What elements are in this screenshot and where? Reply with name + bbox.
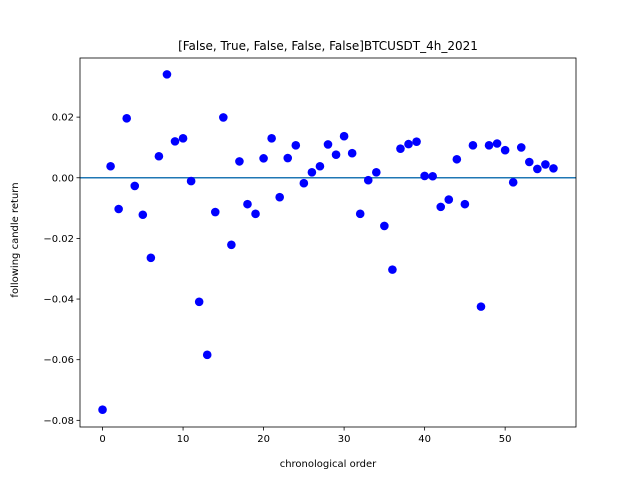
data-point (146, 253, 156, 263)
plot-area (80, 70, 576, 415)
data-point (380, 221, 389, 231)
data-point (460, 199, 470, 209)
data-point (162, 70, 172, 79)
x-tick-label: 30 (338, 434, 351, 445)
data-point (170, 137, 180, 146)
data-point (428, 171, 437, 181)
y-tick-label: 0.00 (52, 173, 74, 184)
x-axis-label: chronological order (280, 459, 377, 470)
data-point (516, 143, 526, 152)
data-point (235, 157, 244, 166)
data-point (194, 297, 204, 307)
data-point (388, 265, 397, 274)
data-point (138, 210, 148, 220)
data-point (355, 209, 365, 219)
y-tick-label: 0.02 (52, 113, 74, 124)
data-point (267, 134, 276, 143)
data-point (210, 207, 220, 217)
data-point (186, 176, 196, 186)
y-tick-label: −0.08 (43, 416, 74, 427)
data-point (347, 148, 357, 158)
data-point (404, 139, 413, 149)
data-point (243, 199, 252, 209)
x-tick-label: 20 (257, 434, 270, 445)
data-point (549, 164, 558, 173)
data-point (476, 302, 486, 311)
plot-frame (79, 57, 577, 428)
data-point (339, 131, 349, 141)
y-tick-label: −0.06 (43, 355, 74, 366)
axes: 0 10 20 30 40 50 −0.08 −0.06 −0.04 −0.02 0.00 0.02 (43, 57, 577, 445)
data-point (307, 168, 317, 177)
data-point (323, 140, 333, 149)
data-point (106, 161, 115, 171)
data-point (291, 141, 301, 150)
data-point (227, 240, 236, 250)
data-point (178, 134, 188, 143)
x-tick-label: 0 (99, 434, 105, 445)
data-point (122, 114, 132, 123)
data-point (98, 405, 107, 415)
data-point (114, 204, 123, 214)
chart-title: [False, True, False, False, False]BTCUSD… (178, 39, 478, 53)
data-point (219, 113, 228, 122)
data-point (315, 161, 325, 171)
y-tick-label: −0.04 (43, 295, 74, 306)
data-point (412, 137, 421, 146)
data-point (541, 160, 550, 169)
data-point (500, 145, 510, 155)
data-point (508, 178, 518, 187)
data-point (299, 178, 309, 188)
data-point (251, 209, 260, 219)
data-point (363, 175, 373, 185)
data-point (468, 141, 478, 150)
x-tick-label: 50 (499, 434, 512, 445)
data-point (452, 154, 462, 164)
data-point (202, 350, 212, 360)
data-point (372, 168, 381, 177)
data-point (259, 154, 268, 163)
x-tick-label: 10 (177, 434, 190, 445)
data-point (331, 150, 341, 160)
data-point (283, 153, 293, 163)
data-point (420, 171, 429, 181)
data-point (484, 141, 494, 150)
data-point (492, 139, 502, 148)
data-point (444, 195, 454, 204)
data-point (130, 181, 140, 191)
data-point (154, 151, 164, 161)
data-point (533, 164, 542, 174)
data-point (275, 192, 284, 202)
data-point (524, 157, 534, 167)
data-point (396, 144, 405, 153)
y-tick-label: −0.02 (43, 234, 74, 245)
x-tick-label: 40 (418, 434, 431, 445)
data-point (436, 202, 446, 212)
y-axis-label: following candle return (10, 182, 21, 297)
